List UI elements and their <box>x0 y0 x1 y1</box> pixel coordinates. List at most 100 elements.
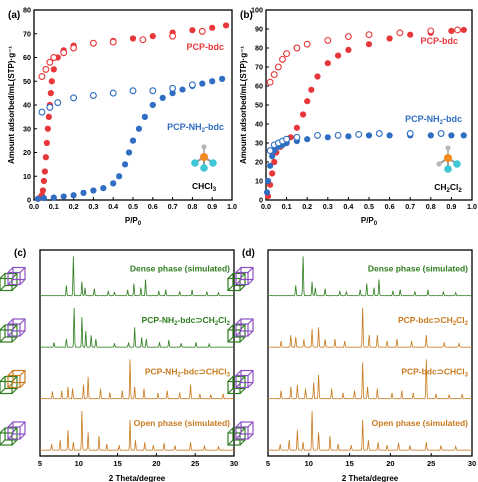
desorption-point <box>283 135 291 143</box>
framework-cube-icon <box>227 266 254 292</box>
cube-edge <box>235 279 242 285</box>
subscript: 2 <box>215 321 219 327</box>
label-part: Dense phase (simulated) <box>368 264 468 274</box>
adsorption-point <box>209 78 216 85</box>
plot-frame <box>39 249 235 457</box>
adsorption-point <box>47 90 54 97</box>
y-tick-label: 30 <box>255 139 263 148</box>
x-tick-label: 0.4 <box>108 202 118 211</box>
adsorption-point <box>267 162 274 169</box>
y-tick-label: 20 <box>255 158 263 167</box>
x-tick-label: 0.3 <box>323 202 333 211</box>
subscript: 2 <box>202 128 206 134</box>
adsorption-point <box>460 26 467 34</box>
adsorption-point <box>169 90 176 97</box>
panel-label: (d) <box>242 248 255 259</box>
cube-face <box>240 318 254 332</box>
desorption-point <box>375 130 383 137</box>
cube-edge <box>7 330 14 337</box>
desorption-point <box>109 89 117 97</box>
adsorption-point <box>293 124 300 131</box>
trace-label: Open phase (simulated) <box>134 418 231 428</box>
adsorption-point <box>324 134 331 141</box>
x-tick-label: 20 <box>152 459 160 468</box>
desorption-point <box>437 130 445 137</box>
xrd-pattern <box>267 359 473 400</box>
label-part: Cl <box>456 315 465 325</box>
cube-face <box>7 271 21 286</box>
cube-edge <box>19 267 26 273</box>
cube-edge <box>235 267 242 273</box>
adsorption-point <box>141 113 148 120</box>
adsorption-point <box>41 168 48 175</box>
cube-edge <box>239 439 246 446</box>
adsorption-point <box>386 132 393 139</box>
cube-edge <box>247 370 254 376</box>
x-tick-label: 0.0 <box>29 202 39 211</box>
subscript: 2 <box>465 321 469 327</box>
trace-label: Dense phase (simulated) <box>130 264 230 274</box>
x-tick-label: 0.8 <box>187 202 197 211</box>
xrd-pattern <box>39 410 235 451</box>
cube-face <box>7 323 21 337</box>
x-tick-label: 0.6 <box>148 202 158 211</box>
xrd-pattern <box>267 256 473 297</box>
y-tick-label: 70 <box>255 63 263 72</box>
cube-edge <box>7 433 14 440</box>
label-part: -bdc⊃CH <box>177 315 214 325</box>
adsorption-point <box>135 125 143 132</box>
xrd-pattern <box>267 307 473 348</box>
framework-cube-icon <box>227 318 254 343</box>
adsorption-point <box>39 187 47 194</box>
desorption-point <box>129 87 137 95</box>
cube-edge <box>227 324 234 331</box>
desorption-point <box>89 39 97 47</box>
adsorption-point <box>365 132 373 139</box>
series-label: PCP-bdc <box>186 42 224 52</box>
cube-edge <box>19 330 26 337</box>
y-tick-label: 70 <box>23 29 31 38</box>
x-tick-label: 10 <box>305 459 313 468</box>
label-part: PCP-NH <box>405 114 440 124</box>
cube-edge <box>247 421 254 428</box>
x-tick-label: 0.6 <box>385 202 395 211</box>
adsorption-point <box>159 94 166 101</box>
isotherm-panel-1: 0.0 0.1 0.2 0.3 0.4 0.5 0.6 0.7 0.8 0.9 1.00102030… <box>239 6 477 228</box>
cube-edge <box>235 433 242 440</box>
desorption-point <box>169 32 177 40</box>
carbon-atom <box>444 154 452 162</box>
cube-face <box>7 374 21 389</box>
cube-edge <box>247 330 254 337</box>
cube-face <box>12 421 26 435</box>
x-tick-label: 0.4 <box>343 202 353 211</box>
adsorption-point <box>43 139 50 147</box>
adsorption-point <box>324 60 331 67</box>
cube-edge <box>227 439 234 446</box>
cube-edge <box>247 279 254 285</box>
desorption-point <box>334 131 342 139</box>
xrd-panel-3: 5 10 15 20 25 30 2 Theta/degree (d) Dense phase … <box>227 248 476 482</box>
desorption-point <box>38 108 46 116</box>
molecule-icon <box>436 145 461 173</box>
adsorption-point <box>386 35 393 42</box>
label-part: PCP-NH <box>145 367 178 377</box>
desorption-point <box>406 130 414 137</box>
chlorine-atom <box>209 159 217 167</box>
x-tick-label: 0.7 <box>168 202 178 211</box>
cube-edge <box>239 336 246 343</box>
desorption-point <box>46 58 54 66</box>
subscript: 2 <box>174 321 178 327</box>
cube-edge <box>247 382 254 388</box>
desorption-point <box>396 29 404 37</box>
x-tick-label: 10 <box>75 459 83 468</box>
desorption-point <box>188 81 196 89</box>
desorption-point <box>344 33 352 41</box>
label-part: Open phase (simulated) <box>134 418 231 428</box>
panel-label: (c) <box>14 248 26 259</box>
cube-edge <box>235 318 242 325</box>
y-tick-label: 20 <box>23 148 31 157</box>
adsorption-point <box>345 133 352 140</box>
adsorption-point <box>80 189 87 196</box>
cube-edge <box>19 370 26 376</box>
cube-edge <box>227 376 234 382</box>
